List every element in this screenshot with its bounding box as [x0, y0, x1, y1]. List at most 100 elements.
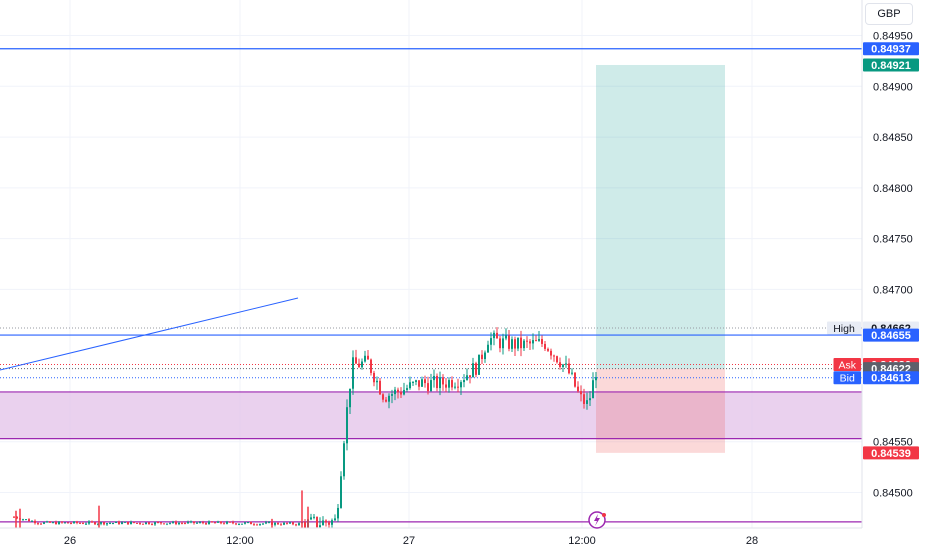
candle-body: [439, 377, 441, 389]
candle-body: [73, 521, 75, 524]
time-tick-label: 12:00: [226, 535, 254, 547]
chart-grid: [0, 0, 862, 528]
candle-body: [241, 523, 243, 525]
candle-body: [121, 522, 123, 524]
candle-body: [64, 522, 66, 524]
candle-body: [577, 386, 579, 392]
candle-body: [193, 521, 195, 524]
candle-body: [451, 380, 453, 388]
candle-body: [295, 524, 297, 526]
candle-body: [151, 524, 153, 526]
candle-body: [430, 380, 432, 392]
candle-body: [238, 523, 240, 525]
candle-body: [139, 522, 141, 524]
candle-body: [268, 522, 270, 524]
candle-body: [235, 523, 237, 525]
candle-body: [469, 375, 471, 378]
candle-body: [406, 388, 408, 390]
candle-body: [538, 339, 540, 341]
candle-body: [289, 522, 291, 524]
candle-body: [22, 519, 24, 521]
candle-body: [364, 355, 366, 362]
price-tick-label: 0.84700: [873, 284, 913, 296]
candle-body: [496, 332, 498, 339]
candle-body: [466, 375, 468, 381]
candle-body: [331, 520, 333, 525]
candle-body: [82, 523, 84, 525]
candle-body: [91, 521, 93, 523]
candle-body: [388, 395, 390, 402]
candle-body: [391, 394, 393, 396]
candle-body: [16, 516, 18, 519]
trend-line-group: [0, 297, 299, 371]
candle-body: [310, 517, 312, 520]
candle-body: [157, 522, 159, 524]
candle-body: [109, 523, 111, 525]
candle-body: [376, 380, 378, 383]
time-axis: 26 12:00 27 12:00 28: [0, 527, 862, 547]
candle-body: [481, 354, 483, 360]
candle-body: [541, 339, 543, 344]
candle-body: [502, 338, 504, 349]
price-label-line-top: [863, 42, 919, 56]
candle-body: [88, 521, 90, 524]
candle-body: [61, 521, 63, 523]
price-tick-label: 0.84900: [873, 81, 913, 93]
candle-body: [571, 372, 573, 374]
candle-body: [172, 521, 174, 524]
candle-body: [112, 523, 114, 525]
price-label-stop-text: 0.84539: [871, 448, 911, 460]
candle-body: [118, 521, 120, 524]
candle-body: [244, 522, 246, 524]
chart-zones: [0, 64, 862, 453]
candle-body: [319, 525, 321, 528]
price-label-line-mid: [863, 328, 919, 342]
candle-body: [523, 340, 525, 349]
candle-body: [262, 523, 264, 525]
candle-body: [322, 520, 324, 526]
candle-body: [199, 522, 201, 524]
candle-body: [250, 522, 252, 525]
candle-body: [559, 362, 561, 368]
price-tick-label: 0.84500: [873, 487, 913, 499]
candle-body: [445, 384, 447, 388]
candle-body: [361, 361, 363, 368]
candle-body: [478, 354, 480, 375]
candle-body: [274, 522, 276, 525]
candle-body: [544, 343, 546, 349]
candle-body: [277, 522, 279, 525]
position-profit-zone: [596, 64, 725, 369]
candle-body: [28, 519, 30, 522]
candle-body: [280, 524, 282, 526]
candle-body: [58, 521, 60, 525]
candle-body: [418, 380, 420, 387]
candle-body: [367, 355, 369, 360]
candle-body: [529, 341, 531, 344]
candle-body: [352, 357, 354, 389]
candle-body: [454, 386, 456, 388]
price-tick-label: 0.84850: [873, 132, 913, 144]
candle-body: [52, 522, 54, 524]
price-tag-bid-text: Bid: [840, 373, 855, 385]
candle-body: [463, 380, 465, 383]
candle-body: [520, 337, 522, 349]
candle-body: [409, 382, 411, 389]
candle-body: [211, 521, 213, 523]
candle-body: [169, 523, 171, 525]
candle-body: [421, 379, 423, 387]
candle-body: [94, 522, 96, 525]
candle-body: [400, 392, 402, 395]
candle-body: [370, 359, 372, 373]
event-dot-icon: [602, 513, 606, 517]
candle-body: [106, 523, 108, 525]
price-axis: 0.84950 0.84900 0.84850 0.84800 0.84750 0.847…: [861, 0, 932, 550]
time-tick-label: 27: [403, 535, 415, 547]
candle-body: [184, 523, 186, 525]
currency-button[interactable]: GBP: [865, 3, 913, 25]
candle-body: [490, 338, 492, 345]
candle-body: [214, 522, 216, 524]
price-label-line-top-text: 0.84937: [871, 44, 911, 56]
candle-body: [508, 335, 510, 349]
candle-body: [499, 338, 501, 349]
